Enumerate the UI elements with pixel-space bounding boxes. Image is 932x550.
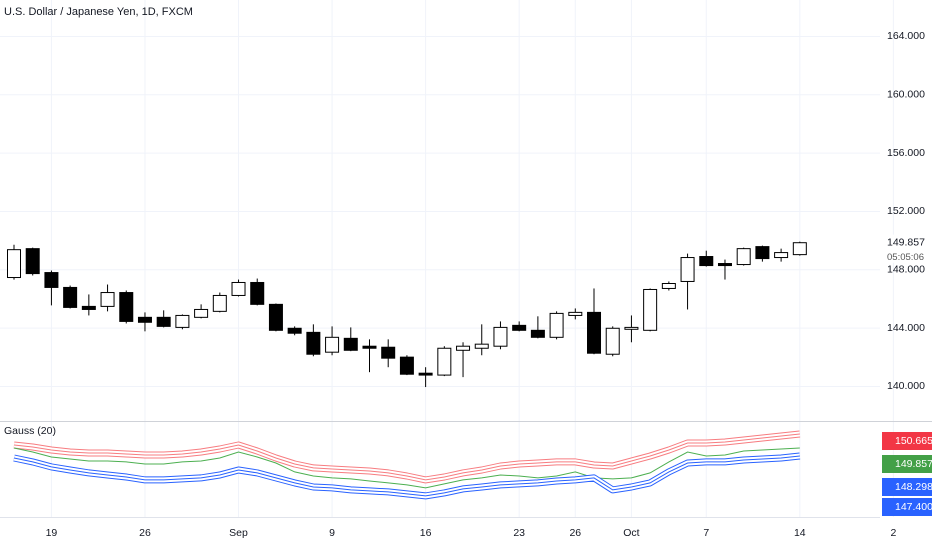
grid-layer [0,0,894,517]
x-tick-label: 14 [794,527,806,539]
value-badge-label: 147.400 [895,501,932,513]
y-tick-label: 152.000 [887,205,925,217]
value-badge-label: 149.857 [895,458,932,470]
x-tick-label: 7 [703,527,709,539]
y-tick-label: 160.000 [887,89,925,101]
candle-body [362,345,377,349]
candle-body [774,252,789,259]
indicator-pane [13,430,801,500]
value-badge [882,478,932,496]
value-badge [882,432,932,450]
candle-body [661,283,676,289]
candle-body [381,346,396,359]
candle-body [343,337,358,351]
candle-body [100,292,115,307]
candle-body [250,281,265,305]
x-tick-label: Sep [229,527,248,539]
value-badge-label: 148.298 [895,481,932,493]
indicator-line [13,447,800,489]
band-line [13,433,800,481]
y-tick-label: 140.000 [887,380,925,392]
indicator-title: Gauss (20) [4,425,56,437]
candle-body [736,248,751,266]
x-tick-label: 26 [569,527,581,539]
candle-body [530,329,545,338]
candle-body [325,336,340,353]
x-tick-label: 2 [890,527,896,539]
candle-body [755,246,770,260]
main-pane [7,241,807,388]
candle-body [680,257,695,282]
candle-body [306,331,321,355]
chart-title: U.S. Dollar / Japanese Yen, 1D, FXCM [4,6,193,18]
candle-body [717,263,732,267]
candle-body [287,327,302,334]
candle-body [549,312,564,338]
value-badge [882,455,932,473]
label-layer: 19 26 Sep 9 16 23 26 Oct 7 14 2 140.000 144.000 148.0… [46,30,932,539]
candle-body [7,249,21,279]
candle-body [212,294,227,312]
value-badge-label: 150.665 [895,435,932,447]
candle-body [643,288,658,331]
y-tick-label: 164.000 [887,30,925,42]
candle-body [456,345,471,351]
candle-body [63,286,78,308]
value-badge [882,498,932,516]
candle-body [605,327,620,355]
candle-body [587,311,602,354]
x-tick-label: 16 [420,527,432,539]
candle-body [624,326,639,330]
x-tick-label: 19 [46,527,58,539]
candle-body [25,248,40,275]
candle-body [119,292,134,322]
candle-body [156,316,171,327]
price-badge-label: 149.857 [887,236,925,248]
x-tick-label: 26 [139,527,151,539]
candle-body [81,305,96,310]
candle-body [268,303,283,331]
y-tick-label: 148.000 [887,264,925,276]
candle-body [175,314,190,328]
candle-body [568,311,583,316]
y-tick-label: 144.000 [887,322,925,334]
x-tick-label: Oct [623,527,639,539]
candle-body [512,324,527,331]
candle-body [437,347,452,376]
x-tick-label: 9 [329,527,335,539]
candle-body [399,356,414,375]
y-tick-label: 156.000 [887,147,925,159]
candle-body [231,281,246,296]
candle-body [137,316,152,323]
candle-body [474,343,489,349]
candle-body [418,372,433,376]
x-tick-label: 23 [513,527,525,539]
band-line [13,455,800,497]
candle-body [194,308,209,318]
candle-body [699,256,714,267]
candle-body [493,326,508,347]
countdown: 05:05:06 [887,252,924,263]
candle-body [44,272,59,288]
candle-body [792,242,807,256]
price-badge [882,234,932,263]
